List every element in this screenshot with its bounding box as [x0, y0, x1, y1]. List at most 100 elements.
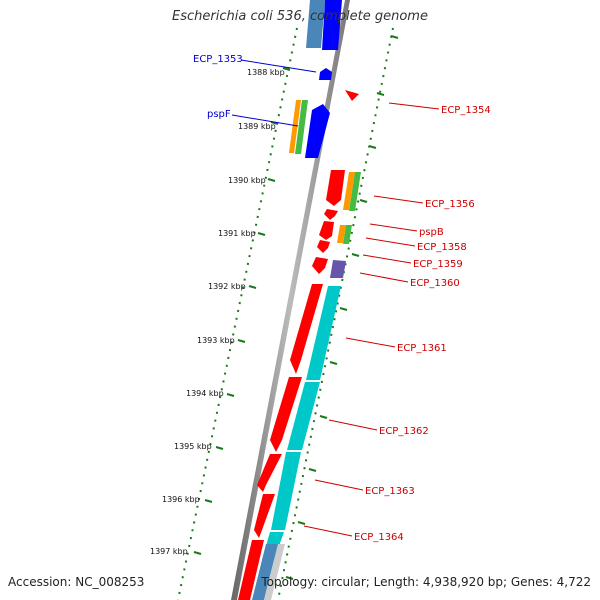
callout-line-pspf: [231, 114, 299, 127]
callout-line-ecp1363: [314, 479, 364, 491]
gene-labels: ECP_1353 pspF ECP_1354 ECP_1356 pspB ECP…: [193, 54, 491, 543]
gene-ecp1361[interactable]: [290, 284, 341, 380]
gene-arrow: [264, 544, 285, 600]
map-title: Escherichia coli 536, complete genome: [172, 9, 428, 24]
gene-ecp1356[interactable]: [326, 170, 361, 211]
ecp1362-cyan-domain: [287, 382, 320, 450]
label-ecp1359[interactable]: ECP_1359: [413, 259, 463, 270]
gene-ecp1360[interactable]: [312, 257, 346, 278]
ruler-tick: [267, 178, 276, 182]
ecp1360-arrow: [312, 257, 328, 274]
ecp1363-arrow: [257, 454, 282, 492]
ruler-guide-right: [277, 27, 394, 600]
ecp1363-cyan-domain: [271, 452, 301, 530]
backbone: [231, 0, 350, 600]
ecp1356-green-domain: [349, 172, 361, 211]
gene-ecp1354[interactable]: [345, 90, 359, 101]
top-partial-genes: [306, 0, 342, 50]
ecp1361-cyan-domain: [306, 286, 341, 380]
ruler-tick-label: 1394 kbp: [186, 389, 224, 398]
ruler-tick: [376, 92, 385, 96]
callout-line-ecp1353: [240, 59, 317, 73]
callout-line-ecp1359: [362, 254, 412, 264]
gene-arrow: [306, 0, 325, 48]
ruler-tick-label: 1393 kbp: [197, 336, 235, 345]
ruler-tick: [329, 361, 338, 365]
callout-line-ecp1360: [359, 272, 409, 283]
pspf-orange-domain: [289, 100, 301, 153]
label-ecp1361[interactable]: ECP_1361: [397, 343, 447, 354]
ruler-tick: [319, 415, 328, 419]
ruler-tick: [359, 199, 368, 203]
gene-arrow: [252, 544, 278, 600]
pspf-green-domain: [295, 100, 308, 154]
gene-pspb[interactable]: [324, 209, 338, 220]
ruler-tick: [285, 576, 294, 580]
callout-line-ecp1364: [303, 525, 353, 537]
callout-line-ecp1361: [345, 337, 396, 348]
gene-ecp1353[interactable]: [319, 68, 332, 80]
ecp1361-arrow: [290, 284, 323, 374]
ruler-tick: [282, 67, 291, 71]
callout-line-ecp1362: [328, 419, 378, 431]
label-ecp1360[interactable]: ECP_1360: [410, 278, 460, 289]
ruler-tick: [226, 393, 235, 397]
label-ecp1353[interactable]: ECP_1353: [193, 54, 243, 65]
ruler-tick: [308, 468, 317, 472]
ruler-tick: [237, 339, 246, 343]
label-ecp1363[interactable]: ECP_1363: [365, 486, 415, 497]
ecp1356-orange-domain: [343, 172, 355, 210]
ruler-tick-label: 1397 kbp: [150, 547, 188, 556]
callout-line-ecp1358: [365, 237, 416, 247]
gene-ecp1359[interactable]: [317, 240, 330, 253]
ruler-tick: [257, 232, 266, 236]
label-pspb[interactable]: pspB: [419, 227, 444, 238]
ruler-tick: [390, 35, 399, 39]
gene-ecp1358[interactable]: [319, 221, 352, 244]
gene-arrow: [322, 0, 342, 50]
callout-line-ecp1354: [388, 102, 440, 110]
genome-summary: Topology: circular; Length: 4,938,920 bp…: [261, 575, 591, 589]
ruler-tick-label: 1390 kbp: [228, 176, 266, 185]
callout-line-ecp1356: [373, 195, 424, 204]
ecp1358-orange-domain: [337, 225, 346, 243]
ruler-tick-label: 1391 kbp: [218, 229, 256, 238]
ruler-tick-label: 1396 kbp: [162, 495, 200, 504]
label-ecp1358[interactable]: ECP_1358: [417, 242, 467, 253]
ecp1356-arrow: [326, 170, 345, 206]
bottom-partial-genes: [238, 540, 285, 600]
ruler-ticks: 1388 kbp 1389 kbp 1390 kbp 1391 kbp 1392…: [150, 35, 399, 580]
label-ecp1354[interactable]: ECP_1354: [441, 105, 491, 116]
ecp1364-arrow: [254, 494, 275, 538]
callout-lines: [231, 59, 440, 537]
ecp1358-green-domain: [343, 225, 352, 244]
label-ecp1362[interactable]: ECP_1362: [379, 426, 429, 437]
pspf-arrow: [305, 104, 330, 158]
gene-arrow: [238, 540, 264, 600]
ruler-tick: [248, 285, 257, 289]
track-band: [186, 0, 388, 600]
ruler-tick: [368, 145, 377, 149]
ruler-tick-label: 1389 kbp: [238, 122, 276, 131]
ruler-tick-label: 1388 kbp: [247, 68, 285, 77]
accession-label: Accession: NC_008253: [8, 575, 145, 589]
ruler-tick: [270, 121, 279, 125]
ruler-tick: [351, 253, 360, 257]
ruler-tick-label: 1392 kbp: [208, 282, 246, 291]
ruler-tick: [193, 551, 202, 555]
label-pspf[interactable]: pspF: [207, 109, 231, 120]
ecp1360-purple-domain: [330, 260, 346, 278]
callout-line-pspb: [369, 223, 418, 232]
label-ecp1356[interactable]: ECP_1356: [425, 199, 475, 210]
label-ecp1364[interactable]: ECP_1364: [354, 532, 404, 543]
ruler-tick: [297, 521, 306, 525]
ruler-tick-label: 1395 kbp: [174, 442, 212, 451]
ruler-tick: [339, 307, 348, 311]
gene-ecp1362[interactable]: [270, 377, 320, 452]
ruler-tick: [204, 499, 213, 503]
ruler-tick: [215, 446, 224, 450]
gene-pspf[interactable]: [289, 100, 330, 158]
ecp1362-arrow: [270, 377, 302, 452]
gene-ecp1363[interactable]: [257, 452, 301, 530]
